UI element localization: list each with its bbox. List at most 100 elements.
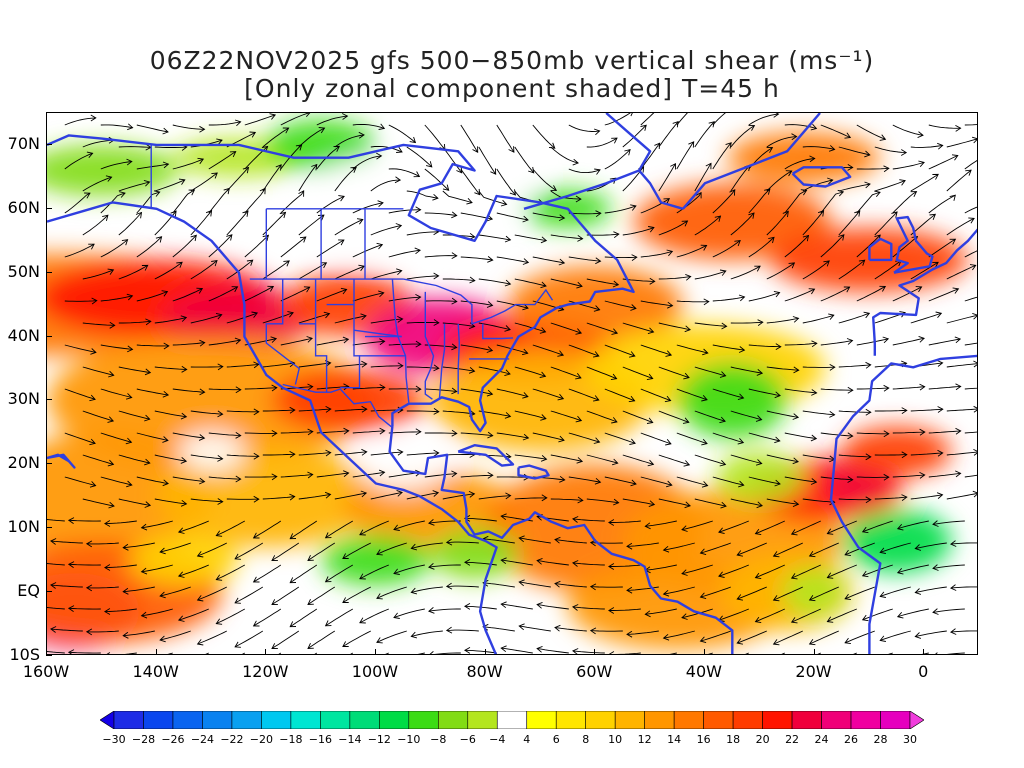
streamline — [86, 630, 119, 633]
streamline — [154, 410, 187, 418]
streamline — [478, 146, 497, 175]
streamline-arrowhead — [234, 119, 242, 127]
streamline — [820, 432, 853, 437]
streamline — [271, 630, 300, 649]
streamline-arrowhead — [800, 189, 808, 196]
streamline — [676, 244, 707, 258]
streamline-arrowhead — [647, 327, 655, 335]
streamline-arrowhead — [361, 448, 368, 456]
streamline — [604, 300, 637, 309]
streamline — [190, 314, 222, 324]
streamline — [197, 586, 228, 601]
streamline-arrowhead — [792, 457, 799, 465]
streamline — [856, 124, 886, 140]
streamline — [280, 474, 313, 478]
streamline-arrowhead — [688, 141, 695, 148]
streamline-arrowhead — [140, 567, 148, 575]
colorbar-label: 14 — [667, 733, 682, 746]
streamline — [100, 432, 132, 443]
streamline-arrowhead — [500, 601, 507, 609]
streamline — [216, 520, 246, 537]
streamline — [118, 181, 150, 192]
streamline — [745, 652, 749, 654]
streamline — [604, 476, 637, 485]
streamline-arrowhead — [879, 134, 887, 141]
streamline-arrowhead — [415, 428, 422, 436]
streamline — [532, 432, 565, 441]
streamline-arrowhead — [624, 148, 631, 156]
streamline-arrowhead — [683, 372, 690, 380]
lat-tick — [46, 207, 52, 209]
streamline-arrowhead — [359, 529, 366, 536]
streamline — [640, 113, 655, 126]
streamline — [478, 190, 507, 205]
streamline — [820, 191, 844, 214]
streamline — [784, 157, 815, 170]
streamline — [406, 452, 439, 456]
streamline-arrowhead — [559, 475, 566, 483]
streamline-arrowhead — [754, 528, 762, 536]
streamline-arrowhead — [170, 210, 177, 217]
streamline — [262, 496, 295, 500]
streamline — [197, 630, 228, 645]
streamline — [946, 314, 977, 324]
lat-tick — [46, 463, 52, 465]
lat-tick — [46, 335, 52, 337]
streamline — [590, 586, 623, 588]
streamline — [820, 388, 853, 391]
streamline-arrowhead — [522, 433, 530, 441]
streamline-arrowhead — [306, 336, 313, 343]
streamline — [460, 388, 493, 395]
streamline — [700, 630, 731, 642]
streamline — [550, 410, 582, 422]
streamline-arrowhead — [828, 313, 835, 320]
streamline-arrowhead — [609, 177, 617, 184]
streamline — [325, 520, 354, 539]
streamline — [342, 586, 372, 603]
streamline — [964, 474, 977, 478]
streamline — [568, 432, 600, 443]
streamline-arrowhead — [576, 457, 584, 464]
streamline-arrowhead — [955, 427, 962, 435]
streamline — [434, 652, 461, 654]
streamline-arrowhead — [251, 311, 259, 318]
streamline — [514, 410, 547, 420]
streamline-arrowhead — [774, 479, 781, 487]
colorbar-label: 8 — [582, 733, 590, 746]
streamline — [234, 586, 264, 604]
streamline — [442, 493, 475, 500]
streamline-arrowhead — [608, 651, 615, 654]
streamline — [334, 166, 357, 192]
colorbar-swatch — [437, 711, 469, 729]
streamline-arrowhead — [844, 549, 851, 557]
streamline-arrowhead — [307, 383, 314, 391]
streamline-arrowhead — [955, 470, 962, 478]
streamline-arrowhead — [432, 490, 440, 497]
streamline-arrowhead — [376, 637, 383, 644]
streamline — [640, 250, 673, 258]
streamline-arrowhead — [541, 494, 548, 502]
streamline — [773, 630, 803, 645]
streamline — [645, 564, 677, 571]
streamline — [712, 344, 745, 351]
lon-label: 160W — [22, 662, 70, 681]
streamline — [208, 121, 241, 126]
streamline-arrowhead — [522, 303, 529, 311]
streamline — [496, 300, 529, 309]
streamline — [47, 563, 65, 566]
streamline — [586, 498, 619, 504]
streamline — [483, 538, 515, 544]
streamline-arrowhead — [108, 501, 115, 509]
streamline — [298, 214, 325, 236]
streamline — [154, 210, 177, 236]
streamline-arrowhead — [442, 184, 450, 191]
streamline — [784, 189, 807, 214]
streamline-arrowhead — [376, 549, 383, 556]
streamline-arrowhead — [393, 612, 400, 619]
streamline — [712, 142, 732, 170]
streamline — [154, 317, 187, 324]
streamline-arrowhead — [342, 336, 350, 344]
streamline — [856, 432, 889, 435]
streamline-arrowhead — [808, 638, 816, 646]
streamline — [676, 141, 695, 170]
